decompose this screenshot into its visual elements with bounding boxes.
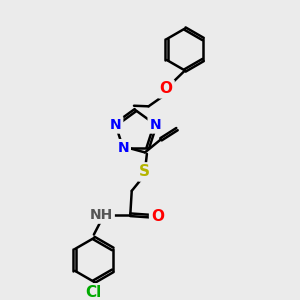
Text: N: N	[117, 141, 129, 155]
Text: NH: NH	[89, 208, 113, 222]
Text: S: S	[140, 164, 150, 179]
Text: N: N	[110, 118, 121, 132]
Text: O: O	[151, 209, 164, 224]
Text: N: N	[150, 118, 161, 132]
Text: Cl: Cl	[86, 285, 102, 300]
Text: O: O	[160, 81, 172, 96]
